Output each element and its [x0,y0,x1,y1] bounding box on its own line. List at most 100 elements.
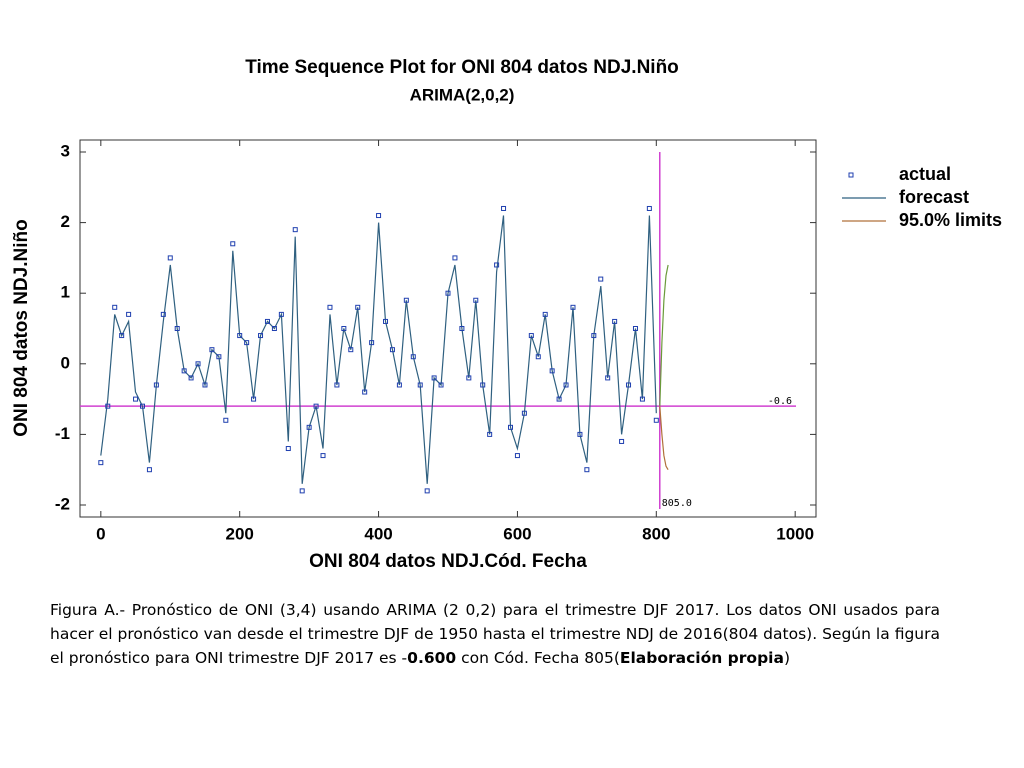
legend-marker [848,172,854,178]
chart-subtitle: ARIMA(2,0,2) [410,85,515,104]
actual-marker [473,297,479,303]
x-tick-label: 400 [364,524,392,543]
y-tick-label: 3 [61,141,70,160]
actual-marker [417,382,423,388]
actual-marker [271,326,277,331]
actual-marker [299,488,305,494]
actual-marker [605,375,611,381]
actual-marker [153,382,159,388]
caption-text: con Cód. Fecha 805( [456,649,620,667]
caption-text: Figura A.- Pronóstico de ONI (3,4) usand… [50,601,940,667]
actual-marker [126,311,132,317]
actual-marker [383,318,389,324]
x-axis-label: ONI 804 datos NDJ.Cód. Fecha [309,551,587,572]
actual-marker [591,333,597,339]
actual-marker [424,488,430,494]
caption-text: ) [783,649,790,667]
legend-label: actual [899,164,951,184]
actual-marker [570,304,576,310]
actual-marker [563,382,569,388]
actual-marker [480,382,486,388]
actual-marker [639,396,645,402]
actual-marker [105,403,111,409]
actual-marker [514,453,520,459]
upper-limit [659,264,669,407]
actual-marker [452,255,458,261]
legend-label: 95.0% limits [899,210,1002,230]
actual-marker [487,431,493,437]
actual-marker [521,410,527,416]
actual-marker [264,318,270,324]
actual-marker [598,276,604,282]
actual-marker [167,255,173,261]
caption: Figura A.- Pronóstico de ONI (3,4) usand… [50,598,940,670]
x-tick-label: 800 [642,524,670,543]
actual-marker [507,424,513,430]
actual-marker [285,446,291,452]
forecast-line [100,215,657,484]
actual-marker [139,403,145,409]
actual-marker [341,326,347,331]
reference-hline-label: -0.6 [768,396,792,407]
actual-marker [230,241,236,247]
actual-marker [237,333,243,339]
y-tick-label: -1 [55,424,70,443]
actual-marker [348,347,354,353]
actual-marker [410,354,416,360]
actual-marker [327,304,333,310]
actual-marker [619,438,625,444]
actual-marker [195,361,201,367]
actual-marker [174,326,180,331]
caption-text: Elaboración propia [619,649,784,667]
chart-title: Time Sequence Plot for ONI 804 datos NDJ… [245,57,679,78]
actual-marker [216,354,222,360]
lower-limit [659,406,669,471]
y-tick-label: 0 [61,353,70,372]
actual-marker [535,354,541,360]
actual-marker [292,227,298,233]
x-tick-label: 200 [226,524,254,543]
reference-vline-label: 805.0 [662,498,692,509]
caption-text: 0.600 [407,649,457,667]
actual-marker [438,382,444,388]
chart: Time Sequence Plot for ONI 804 datos NDJ… [11,57,1002,572]
y-tick-label: -2 [55,494,70,513]
actual-marker [542,311,548,317]
actual-marker [313,403,319,409]
actual-marker [251,396,257,402]
actual-marker [494,262,500,268]
actual-marker [160,311,166,317]
actual-marker [556,396,562,402]
actual-marker [459,326,465,331]
actual-marker [612,318,618,324]
actual-marker [209,347,215,353]
actual-marker [146,467,152,473]
actual-marker [112,304,118,310]
y-axis-label: ONI 804 datos NDJ.Niño [11,219,32,437]
actual-marker [445,290,451,296]
actual-marker [98,460,104,466]
actual-marker [181,368,187,374]
actual-marker [549,368,555,374]
actual-marker [653,417,659,423]
actual-marker [403,297,409,303]
actual-marker [223,417,229,423]
actual-marker [528,333,534,339]
actual-marker [501,205,507,211]
actual-marker [577,431,583,437]
actual-marker [306,424,312,430]
actual-marker [646,205,652,211]
actual-marker [396,382,402,388]
actual-marker [202,382,208,388]
actual-marker [626,382,632,388]
actual-marker [362,389,368,395]
actual-marker [278,311,284,317]
x-tick-label: 600 [503,524,531,543]
actual-marker [369,340,375,346]
actual-marker [389,347,395,353]
actual-marker [244,340,250,346]
actual-marker [355,304,361,310]
actual-marker [431,375,437,381]
actual-marker [320,453,326,459]
